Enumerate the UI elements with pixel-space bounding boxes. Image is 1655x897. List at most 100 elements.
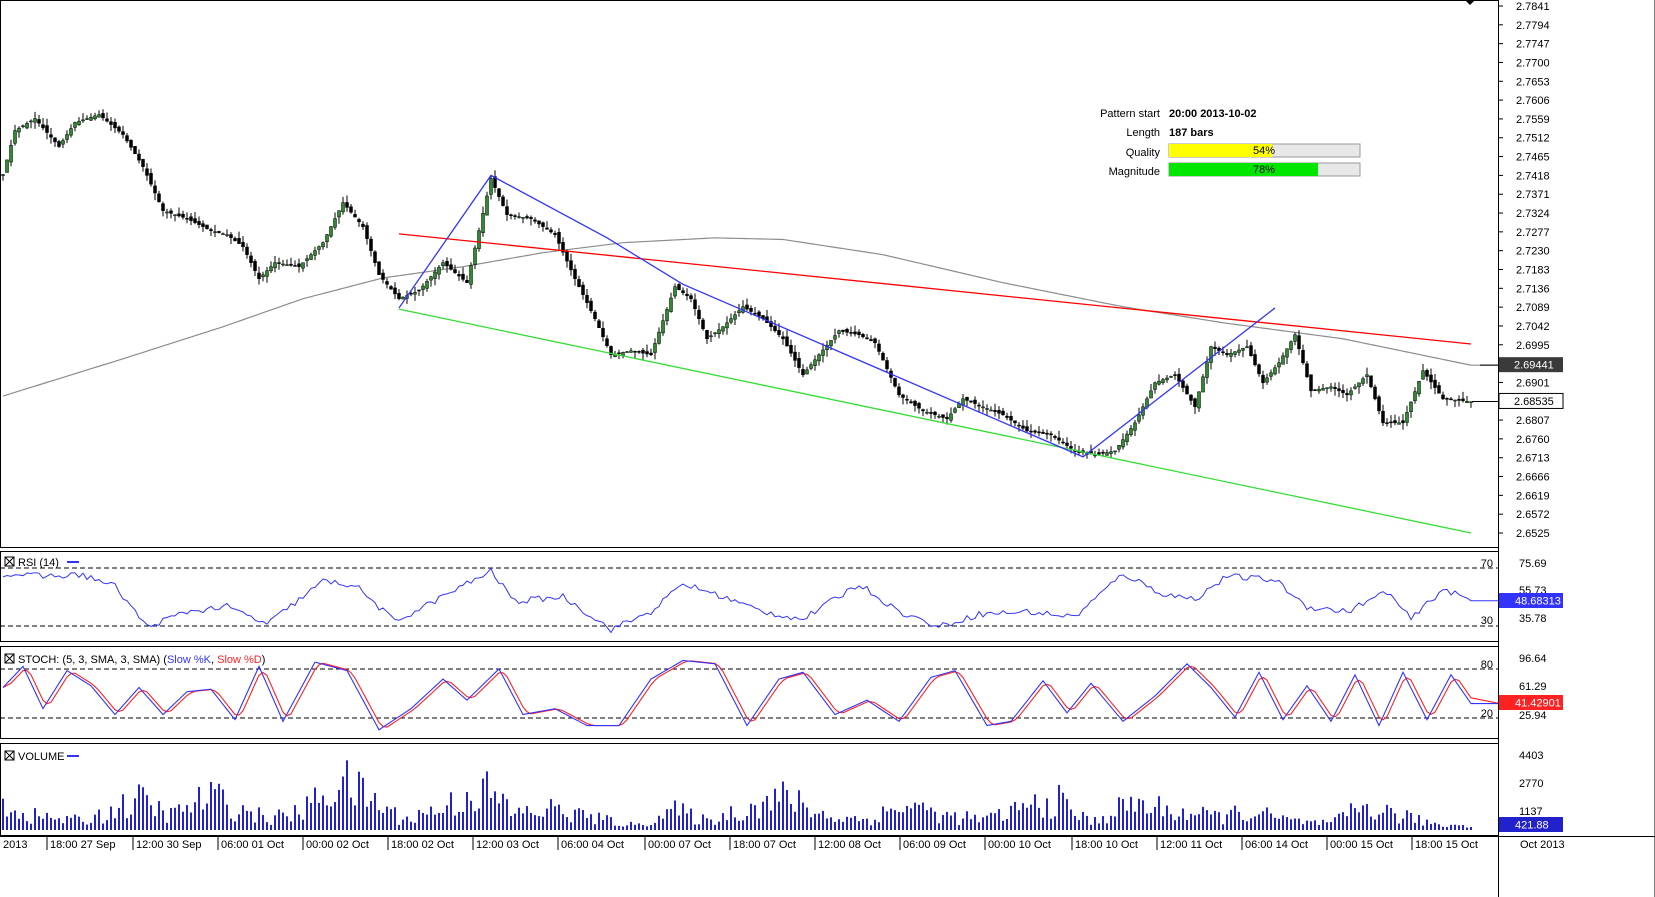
candle-body xyxy=(181,213,185,218)
volume-bar xyxy=(254,822,256,830)
candle-body xyxy=(977,404,981,407)
volume-bar xyxy=(42,818,44,830)
volume-bar xyxy=(1246,821,1248,830)
candle-body xyxy=(1317,388,1321,392)
volume-bar xyxy=(282,812,284,830)
price-tick-label: 2.7089 xyxy=(1516,302,1550,314)
scroll-triangle-icon[interactable] xyxy=(1465,0,1475,5)
candle-body xyxy=(1029,430,1033,433)
candle-body xyxy=(841,329,845,332)
volume-bar xyxy=(1350,803,1352,830)
candle-body xyxy=(1137,414,1141,422)
time-tick-label: 18:00 15 Oct xyxy=(1415,839,1478,851)
volume-bar xyxy=(638,823,640,830)
price-tick-label: 2.6760 xyxy=(1516,434,1550,446)
stoch-tick-1: 96.64 xyxy=(1519,653,1547,665)
candle-body xyxy=(153,185,157,194)
time-tick-label: 12:00 08 Oct xyxy=(818,839,881,851)
time-axis: 2013 18:00 27 Sep 12:00 30 Sep 06:00 01 Oct… xyxy=(3,836,1565,851)
volume-bar xyxy=(706,818,708,830)
candle-body xyxy=(1425,370,1429,377)
candle-body xyxy=(645,351,649,355)
candle-body xyxy=(649,352,653,356)
volume-bar xyxy=(1210,814,1212,830)
volume-bar xyxy=(82,821,84,830)
time-tick-label: 18:00 10 Oct xyxy=(1075,839,1138,851)
candle-body xyxy=(1345,393,1349,396)
volume-bar xyxy=(366,806,368,830)
candle-body xyxy=(1113,450,1117,453)
volume-bar xyxy=(222,789,224,830)
rsi-close-icon[interactable] xyxy=(4,556,15,567)
volume-bar xyxy=(230,818,232,830)
candle-body xyxy=(69,128,73,136)
ma-price-badge xyxy=(1499,357,1563,373)
volume-bar xyxy=(886,811,888,830)
volume-tick-3: 1137 xyxy=(1519,806,1543,818)
volume-bar xyxy=(1186,819,1188,830)
candle-body xyxy=(857,331,861,336)
volume-bar xyxy=(314,787,316,830)
candle-body xyxy=(1173,374,1177,376)
volume-bar xyxy=(466,791,468,830)
candle-body xyxy=(421,285,425,290)
volume-bar xyxy=(1154,806,1156,830)
candle-body xyxy=(921,409,925,412)
price-tick-label: 2.6572 xyxy=(1516,509,1550,521)
time-tick-label: 18:00 07 Oct xyxy=(733,839,796,851)
time-tick-label: 06:00 14 Oct xyxy=(1245,839,1308,851)
candle-body xyxy=(1233,351,1237,355)
candle-body xyxy=(617,352,621,355)
volume-bar xyxy=(398,824,400,830)
price-tick-label: 2.6713 xyxy=(1516,453,1550,465)
candle-body xyxy=(557,232,561,244)
volume-bar xyxy=(1106,823,1108,830)
candle-body xyxy=(149,173,153,185)
volume-bar xyxy=(874,819,876,830)
volume-bar xyxy=(362,777,364,830)
candle-body xyxy=(385,281,389,285)
volume-bar xyxy=(1046,798,1048,830)
stoch-last-badge xyxy=(1499,695,1563,710)
volume-bar xyxy=(1242,820,1244,830)
candle-body xyxy=(109,121,113,125)
volume-bar xyxy=(434,814,436,830)
candle-body xyxy=(629,350,633,353)
candle-body xyxy=(497,188,501,197)
volume-bar xyxy=(290,821,292,830)
candle-body xyxy=(769,321,773,328)
time-tick-label: 06:00 01 Oct xyxy=(221,839,284,851)
candle-body xyxy=(705,329,709,340)
volume-bar xyxy=(454,815,456,830)
volume-bar xyxy=(1038,807,1040,830)
volume-bar xyxy=(802,802,804,830)
candle-body xyxy=(277,262,281,264)
stoch-close-icon[interactable] xyxy=(4,653,15,664)
volume-bar xyxy=(1270,813,1272,830)
candle-body xyxy=(33,118,37,123)
candle-body xyxy=(1185,385,1189,395)
volume-bar xyxy=(194,802,196,830)
candle-body xyxy=(929,412,933,414)
volume-close-icon[interactable] xyxy=(4,750,15,761)
candle-body xyxy=(869,339,873,342)
volume-bar xyxy=(1378,814,1380,830)
candle-body xyxy=(1033,430,1037,433)
price-tick-label: 2.6619 xyxy=(1516,490,1550,502)
volume-bar xyxy=(186,805,188,830)
candle-body xyxy=(241,242,245,247)
volume-bar xyxy=(734,817,736,830)
price-tick-label: 2.6995 xyxy=(1516,340,1550,352)
volume-bar xyxy=(562,814,564,830)
volume-bar xyxy=(394,807,396,830)
price-tick-label: 2.7559 xyxy=(1516,114,1550,126)
candle-body xyxy=(821,349,825,356)
candle-body xyxy=(97,114,101,118)
candle-body xyxy=(93,115,97,120)
volume-bar xyxy=(1314,820,1316,830)
volume-bar xyxy=(1030,804,1032,830)
candle-body xyxy=(65,134,69,140)
candle-body xyxy=(461,273,465,280)
candle-body xyxy=(377,261,381,275)
volume-bar xyxy=(586,818,588,830)
